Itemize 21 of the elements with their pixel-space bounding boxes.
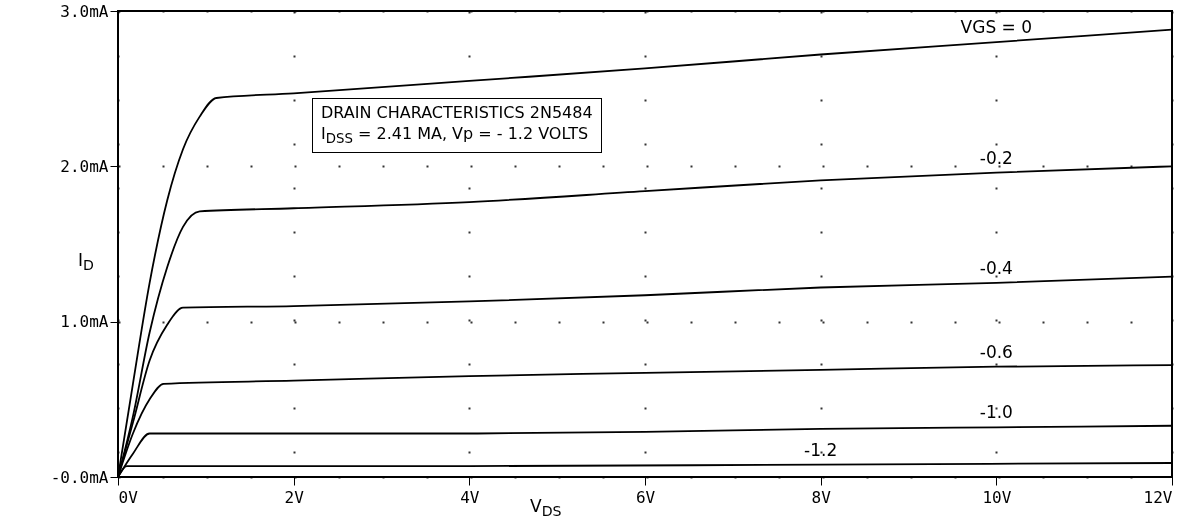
x-tick-label: 12V [1143, 487, 1173, 507]
series-label: -0.4 [979, 257, 1013, 278]
x-tick-label: 2V [284, 487, 305, 507]
annotation: I$_{DSS}$ = 2.41 MA, Vp = - 1.2 VOLTS [321, 123, 590, 149]
y-tick-label: 1.0mA [60, 312, 109, 332]
y-tick-label: -0.0mA [50, 467, 109, 487]
annotation: DRAIN CHARACTERISTICS 2N5484 [321, 102, 593, 123]
series-label: -0.6 [979, 341, 1013, 362]
series-label: -1.2 [804, 439, 838, 460]
x-tick-label: 10V [982, 487, 1012, 507]
x-tick-label: 0V [118, 487, 139, 507]
series-label: VGS = 0 [960, 17, 1033, 38]
y-tick-label: 2.0mA [60, 156, 109, 176]
x-tick-label: 8V [811, 487, 832, 507]
x-axis-title: V$_{DS}$ [530, 496, 562, 520]
y-tick-label: 3.0mA [60, 1, 109, 21]
x-tick-label: 4V [460, 487, 480, 507]
series-label: -0.2 [979, 147, 1013, 168]
series-label: -1.0 [979, 402, 1013, 423]
x-tick-label: 6V [635, 487, 656, 507]
y-axis-title: I$_{D}$ [78, 250, 94, 274]
